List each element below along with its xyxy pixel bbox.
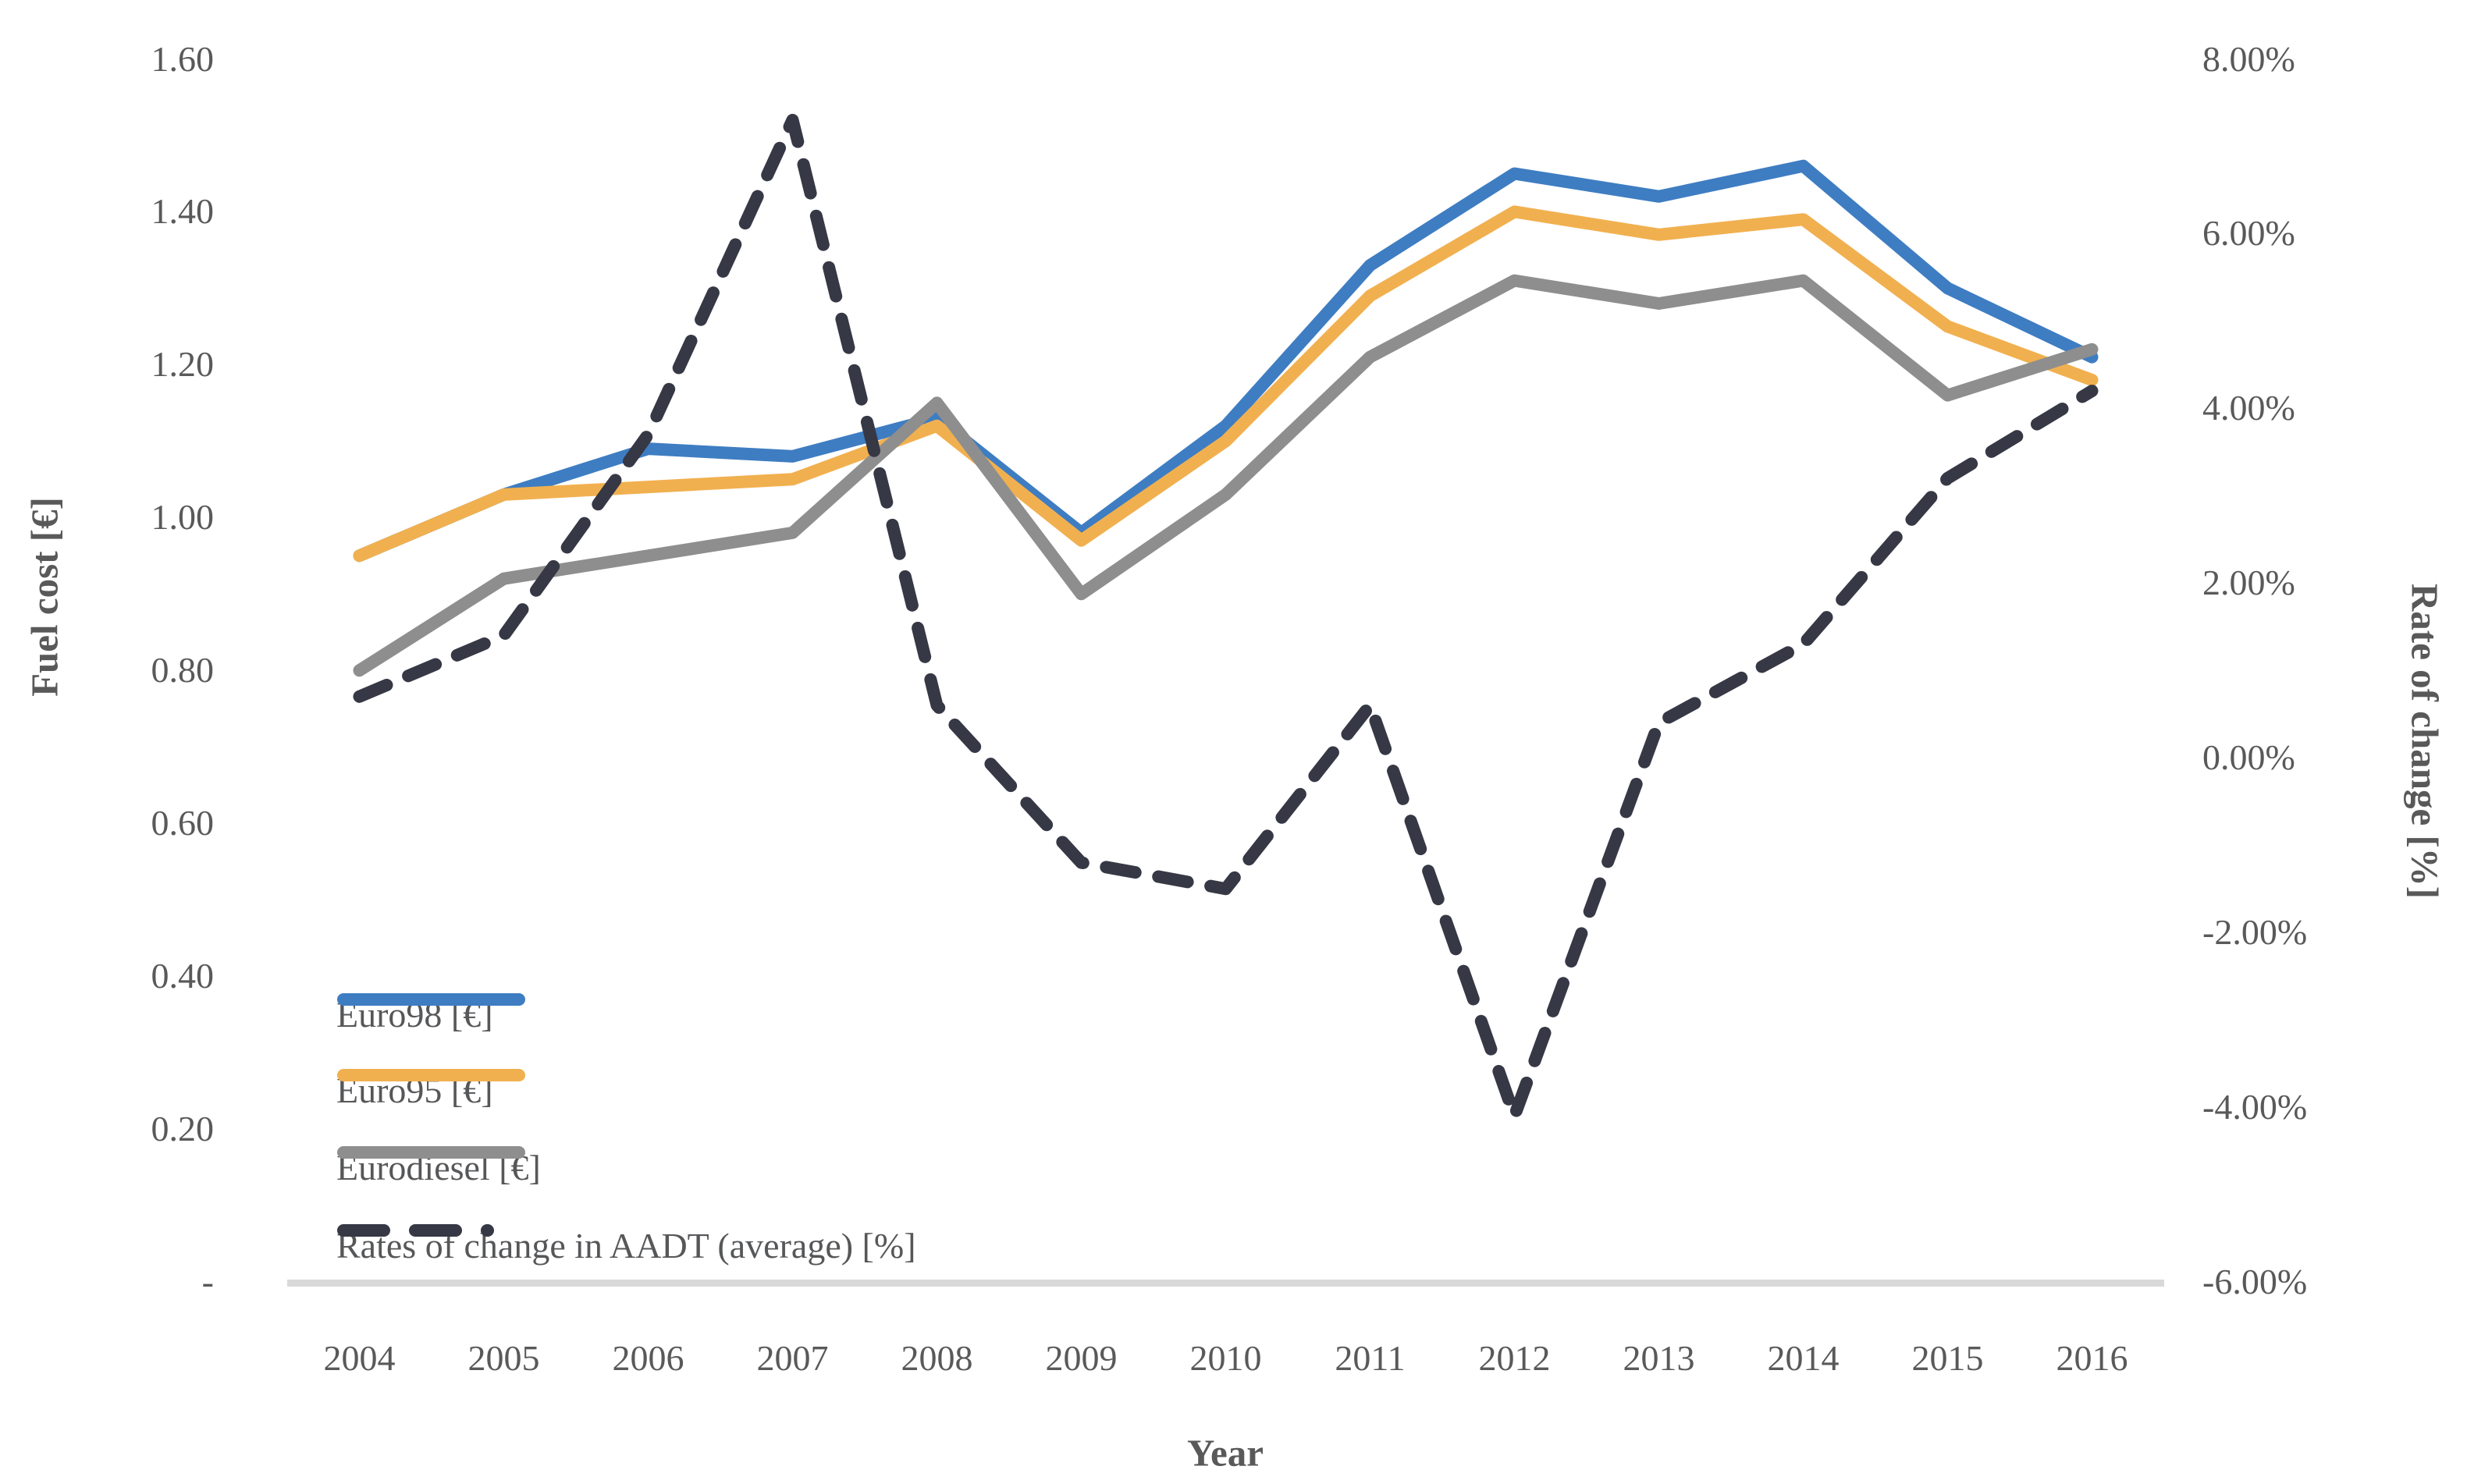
x-tick-2010: 2010	[1189, 1338, 1262, 1378]
x-tick-2007: 2007	[756, 1338, 829, 1378]
y-right-tick--2.00%: -2.00%	[2202, 912, 2308, 953]
x-tick-2004: 2004	[323, 1338, 396, 1378]
x-tick-2008: 2008	[901, 1338, 973, 1378]
y-left-tick-1.60: 1.60	[151, 38, 215, 79]
y-left-tick-1.00: 1.00	[151, 497, 215, 538]
x-axis-line	[287, 1280, 2164, 1287]
series-line-1	[353, 205, 2099, 563]
legend-swatch-solid-icon	[337, 993, 525, 1006]
series-line-3	[353, 113, 2099, 1123]
x-tick-2006: 2006	[612, 1338, 684, 1378]
x-tick-2012: 2012	[1478, 1338, 1551, 1378]
y-axis-title-right: Rate of change [%]	[2403, 583, 2447, 900]
legend-swatch-solid-icon	[337, 1146, 525, 1159]
x-tick-2015: 2015	[1911, 1338, 1984, 1378]
y-right-tick--4.00%: -4.00%	[2202, 1087, 2308, 1127]
y-axis-title-left: Fuel cost [€]	[23, 497, 66, 697]
y-left-tick-0.40: 0.40	[151, 956, 215, 996]
y-right-tick-6.00%: 6.00%	[2202, 213, 2295, 254]
y-left-tick--: -	[201, 1262, 214, 1301]
y-right-tick-8.00%: 8.00%	[2202, 38, 2295, 79]
y-right-tick--6.00%: -6.00%	[2202, 1262, 2308, 1301]
y-left-tick-0.80: 0.80	[151, 650, 215, 691]
x-tick-2011: 2011	[1335, 1338, 1406, 1378]
y-left-tick-0.20: 0.20	[151, 1109, 215, 1149]
x-tick-2005: 2005	[467, 1338, 540, 1378]
y-left-tick-1.20: 1.20	[151, 344, 215, 385]
y-right-tick-0.00%: 0.00%	[2202, 737, 2295, 778]
legend-swatch-dashed-icon	[337, 1224, 525, 1237]
x-tick-2013: 2013	[1623, 1338, 1695, 1378]
x-tick-2014: 2014	[1767, 1338, 1840, 1378]
legend-swatch-solid-icon	[337, 1069, 525, 1081]
x-tick-2016: 2016	[2056, 1338, 2128, 1378]
legend-item-3: Rates of change in AADT (average) [%]	[336, 1223, 916, 1269]
legend-item-2: Eurodiesel [€]	[336, 1145, 541, 1191]
legend-item-1: Euro95 [€]	[336, 1067, 525, 1114]
x-axis-title: Year	[1187, 1431, 1264, 1475]
y-right-tick-4.00%: 4.00%	[2202, 388, 2295, 428]
y-right-tick-2.00%: 2.00%	[2202, 563, 2295, 603]
legend-item-0: Euro98 [€]	[336, 992, 525, 1038]
x-tick-2009: 2009	[1045, 1338, 1118, 1378]
y-left-tick-0.60: 0.60	[151, 803, 215, 843]
series-line-2	[353, 274, 2099, 677]
series-line-0	[353, 159, 2099, 563]
y-left-tick-1.40: 1.40	[151, 191, 215, 232]
